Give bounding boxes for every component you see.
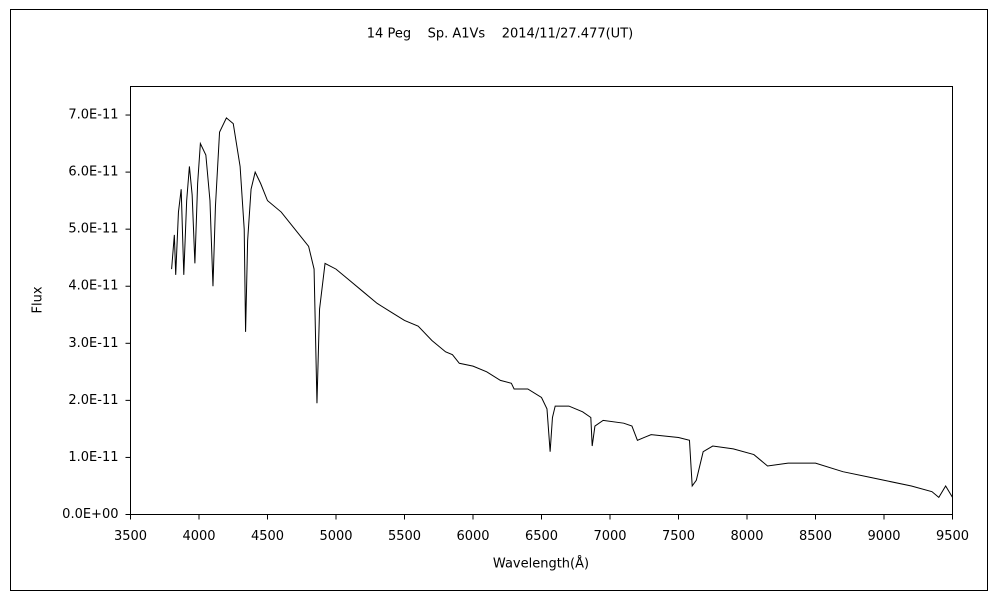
x-tick-label: 6500 <box>525 529 558 544</box>
y-tick-label: 4.0E-11 <box>68 279 118 294</box>
x-tick-label: 8500 <box>799 529 832 544</box>
y-tick-label: 0.0E+00 <box>62 507 118 522</box>
frame <box>10 9 988 591</box>
chart-title: 14 Peg Sp. A1Vs 2014/11/27.477(UT) <box>367 27 633 42</box>
y-tick-label: 3.0E-11 <box>68 336 118 351</box>
x-tick-label: 5500 <box>388 529 421 544</box>
x-tick-label: 4500 <box>251 529 284 544</box>
y-tick-label: 2.0E-11 <box>68 393 118 408</box>
x-tick-label: 5000 <box>319 529 352 544</box>
y-tick-label: 6.0E-11 <box>68 165 118 180</box>
x-tick-label: 4000 <box>182 529 215 544</box>
spectrum-line <box>171 117 953 499</box>
y-tick-label: 5.0E-11 <box>68 222 118 237</box>
y-tick-label: 1.0E-11 <box>68 450 118 465</box>
x-tick-label: 3500 <box>114 529 147 544</box>
x-tick-label: 7500 <box>662 529 695 544</box>
x-tick-label: 9000 <box>867 529 900 544</box>
y-tick-label: 7.0E-11 <box>68 108 118 123</box>
x-tick-label: 7000 <box>593 529 626 544</box>
x-axis-label: Wavelength(Å) <box>493 556 589 572</box>
x-tick-label: 8000 <box>730 529 763 544</box>
x-tick-label: 6000 <box>456 529 489 544</box>
y-axis-label: Flux <box>31 286 46 313</box>
x-tick-label: 9500 <box>936 529 969 544</box>
